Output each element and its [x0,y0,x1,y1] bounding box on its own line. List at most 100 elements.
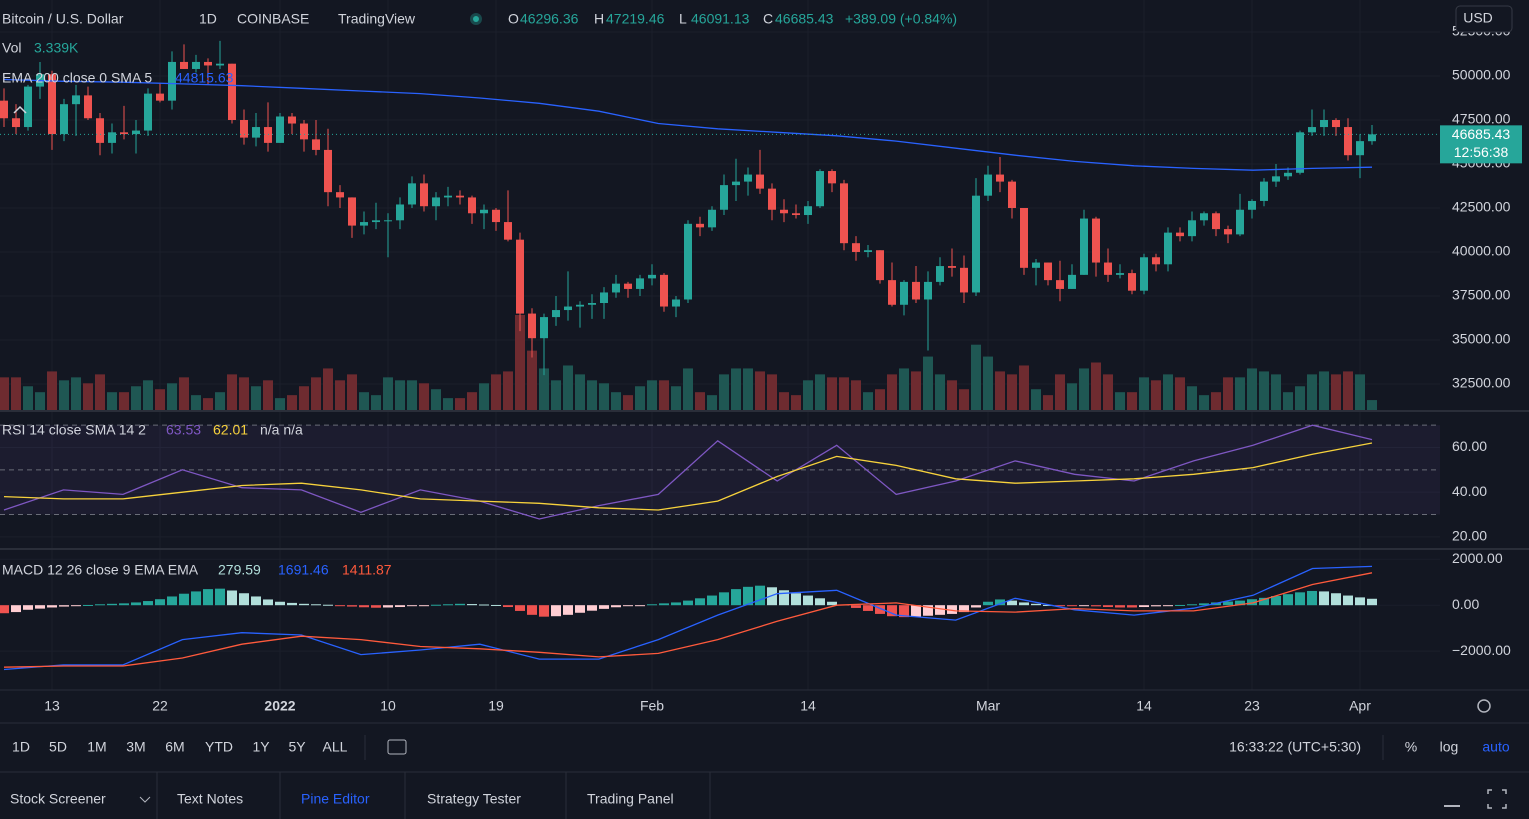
x-tick-label: 13 [44,698,60,714]
x-tick-label: 14 [1136,698,1152,714]
macd-histogram-bar [1043,604,1053,606]
macd-histogram-bar [635,605,645,607]
currency-label[interactable]: USD [1463,10,1493,26]
y-tick-label: 35000.00 [1452,331,1511,347]
candle-body [444,195,452,198]
candle-body [1344,127,1352,156]
date-range-icon[interactable] [387,739,407,755]
range-button[interactable]: 1M [87,739,106,755]
candle-body [48,74,56,135]
panel-tab[interactable]: Strategy Tester [427,791,521,807]
clock: 16:33:22 (UTC+5:30) [1229,739,1361,755]
panel-tab[interactable]: Text Notes [177,791,243,807]
volume-bar [347,374,357,410]
collapse-icon[interactable] [13,105,27,114]
macd-histogram-bar [1331,593,1341,606]
macd-histogram-bar [1271,596,1281,606]
volume-bar [707,395,717,410]
volume-bar [1307,374,1317,410]
last-price-label: 46685.43 [1452,126,1511,142]
macd-histogram-bar [95,604,105,606]
macd-histogram-bar [215,588,225,606]
volume-bar [1235,377,1245,410]
candle-body [348,197,356,226]
candle-body [252,127,260,138]
scale-option[interactable]: log [1440,739,1459,755]
macd-histogram-bar [119,603,129,606]
candle-body [852,243,860,252]
volume-bar [1127,392,1137,410]
maximize-icon[interactable] [1487,789,1507,809]
macd-histogram-bar [131,602,141,606]
macd-histogram-bar [299,603,309,606]
macd-histogram-bar [1115,605,1125,608]
macd-histogram-bar [1163,605,1173,607]
volume-bar [371,395,381,410]
macd-histogram-bar [455,603,465,606]
candle-body [612,283,620,293]
candle-body [624,283,632,289]
range-button[interactable]: ALL [323,739,348,755]
range-button[interactable]: YTD [205,739,233,755]
scale-option[interactable]: % [1405,739,1417,755]
candle-body [360,222,368,226]
candle-body [168,61,176,101]
macd-histogram-bar [359,605,369,608]
dropdown-icon[interactable] [139,796,151,803]
settings-icon[interactable] [1477,699,1491,713]
volume-bar [155,389,165,410]
candle-body [1308,127,1316,133]
y-tick-label: 60.00 [1452,438,1487,454]
volume-bar [851,380,861,410]
candle-body [1296,132,1304,173]
panel-tab[interactable]: Pine Editor [301,791,370,807]
volume-bar [467,392,477,410]
range-button[interactable]: 1Y [252,739,270,755]
scale-option[interactable]: auto [1482,739,1509,755]
macd-histogram-bar [1055,605,1065,607]
volume-bar [359,392,369,410]
rsi-extra: n/a n/a [260,422,303,438]
range-button[interactable]: 5D [49,739,67,755]
rsi-ma-line [3,442,1373,511]
macd-histogram-bar [23,605,33,610]
panel-tab[interactable]: Trading Panel [587,791,674,807]
candle-body [60,104,68,135]
candle-body [300,123,308,140]
macd-histogram-bar [1343,595,1353,606]
panel-tab[interactable]: Stock Screener [10,791,106,807]
volume-bar [95,374,105,410]
range-button[interactable]: 1D [12,739,30,755]
volume-bar [959,389,969,410]
macd-histogram-bar [779,590,789,606]
y-tick-label: 50000.00 [1452,67,1511,83]
range-button[interactable]: 6M [165,739,184,755]
candle-body [744,174,752,182]
volume-bar [1115,392,1125,410]
symbol: Bitcoin / U.S. Dollar [2,11,124,27]
candle-body [876,250,884,281]
candle-body [456,195,464,198]
volume-bar [1151,380,1161,410]
volume-bar [167,383,177,410]
volume-bar [215,392,225,410]
candle-body [660,274,668,307]
candle-body [1284,172,1292,177]
volume-bar [647,380,657,410]
candle-body [1260,181,1268,201]
macd-histogram-bar [659,603,669,606]
candle-body [732,181,740,186]
volume-bar [911,371,921,410]
candle-body [156,93,164,101]
currency-button[interactable] [1455,5,1513,33]
volume-bar [731,368,741,410]
volume-bar [299,386,309,410]
macd-histogram-bar [899,605,909,618]
volume-bar [23,386,33,410]
range-button[interactable]: 5Y [288,739,306,755]
candle-body [1320,120,1328,128]
macd-histogram-bar [959,605,969,613]
macd-histogram-bar [287,602,297,606]
range-button[interactable]: 3M [126,739,145,755]
